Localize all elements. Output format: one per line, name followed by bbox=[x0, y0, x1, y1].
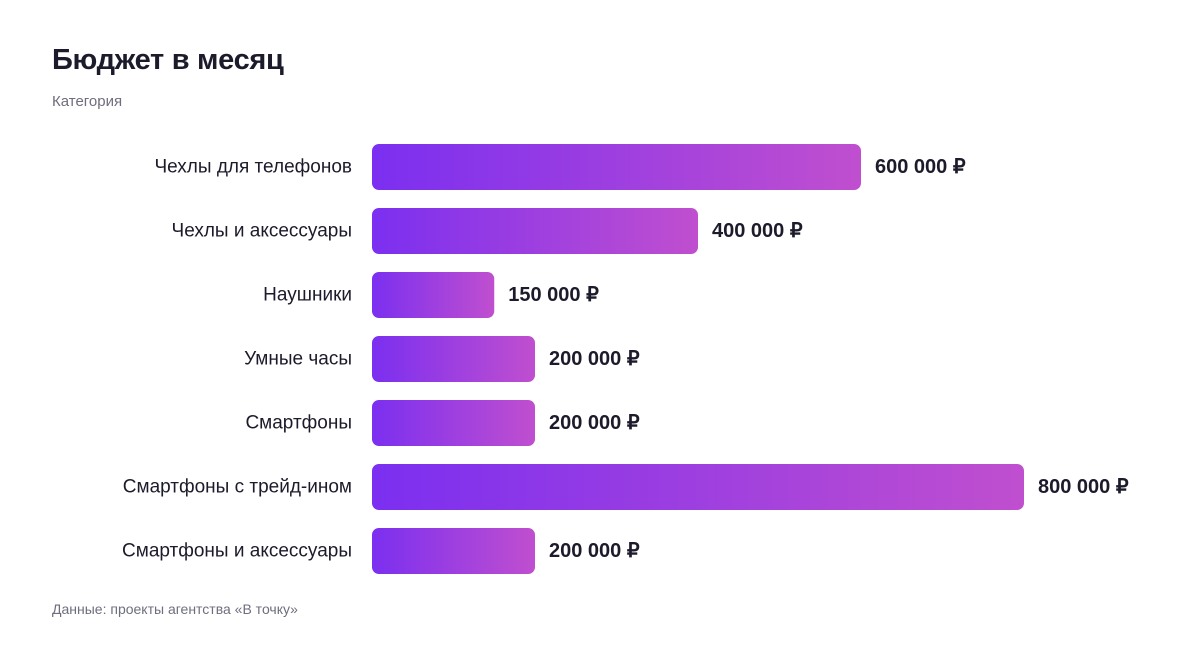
bar bbox=[372, 272, 495, 318]
category-label: Смартфоны bbox=[245, 413, 352, 434]
value-label: 400 000 ₽ bbox=[712, 220, 803, 242]
category-label: Чехлы для телефонов bbox=[154, 157, 352, 178]
category-label: Смартфоны и аксессуары bbox=[122, 541, 352, 562]
chart-title: Бюджет в месяц bbox=[52, 44, 284, 76]
value-label: 200 000 ₽ bbox=[549, 348, 640, 370]
value-label: 150 000 ₽ bbox=[508, 284, 599, 306]
bar bbox=[372, 528, 535, 574]
value-label: 600 000 ₽ bbox=[875, 156, 966, 178]
category-label: Умные часы bbox=[244, 349, 352, 370]
value-label: 200 000 ₽ bbox=[549, 412, 640, 434]
bars-group: Чехлы для телефонов 600 000 ₽ Чехлы и аксе… bbox=[122, 144, 1129, 574]
bar bbox=[372, 336, 535, 382]
value-label: 200 000 ₽ bbox=[549, 540, 640, 562]
data-source-note: Данные: проекты агентства «В точку» bbox=[52, 601, 298, 617]
chart-subtitle: Категория bbox=[52, 93, 123, 110]
bar bbox=[372, 144, 861, 190]
category-label: Наушники bbox=[263, 285, 352, 306]
category-label: Смартфоны с трейд-ином bbox=[123, 477, 352, 498]
category-label: Чехлы и аксессуары bbox=[172, 221, 352, 242]
bar bbox=[372, 464, 1024, 510]
value-label: 800 000 ₽ bbox=[1038, 476, 1129, 498]
bar bbox=[372, 208, 698, 254]
bar bbox=[372, 400, 535, 446]
